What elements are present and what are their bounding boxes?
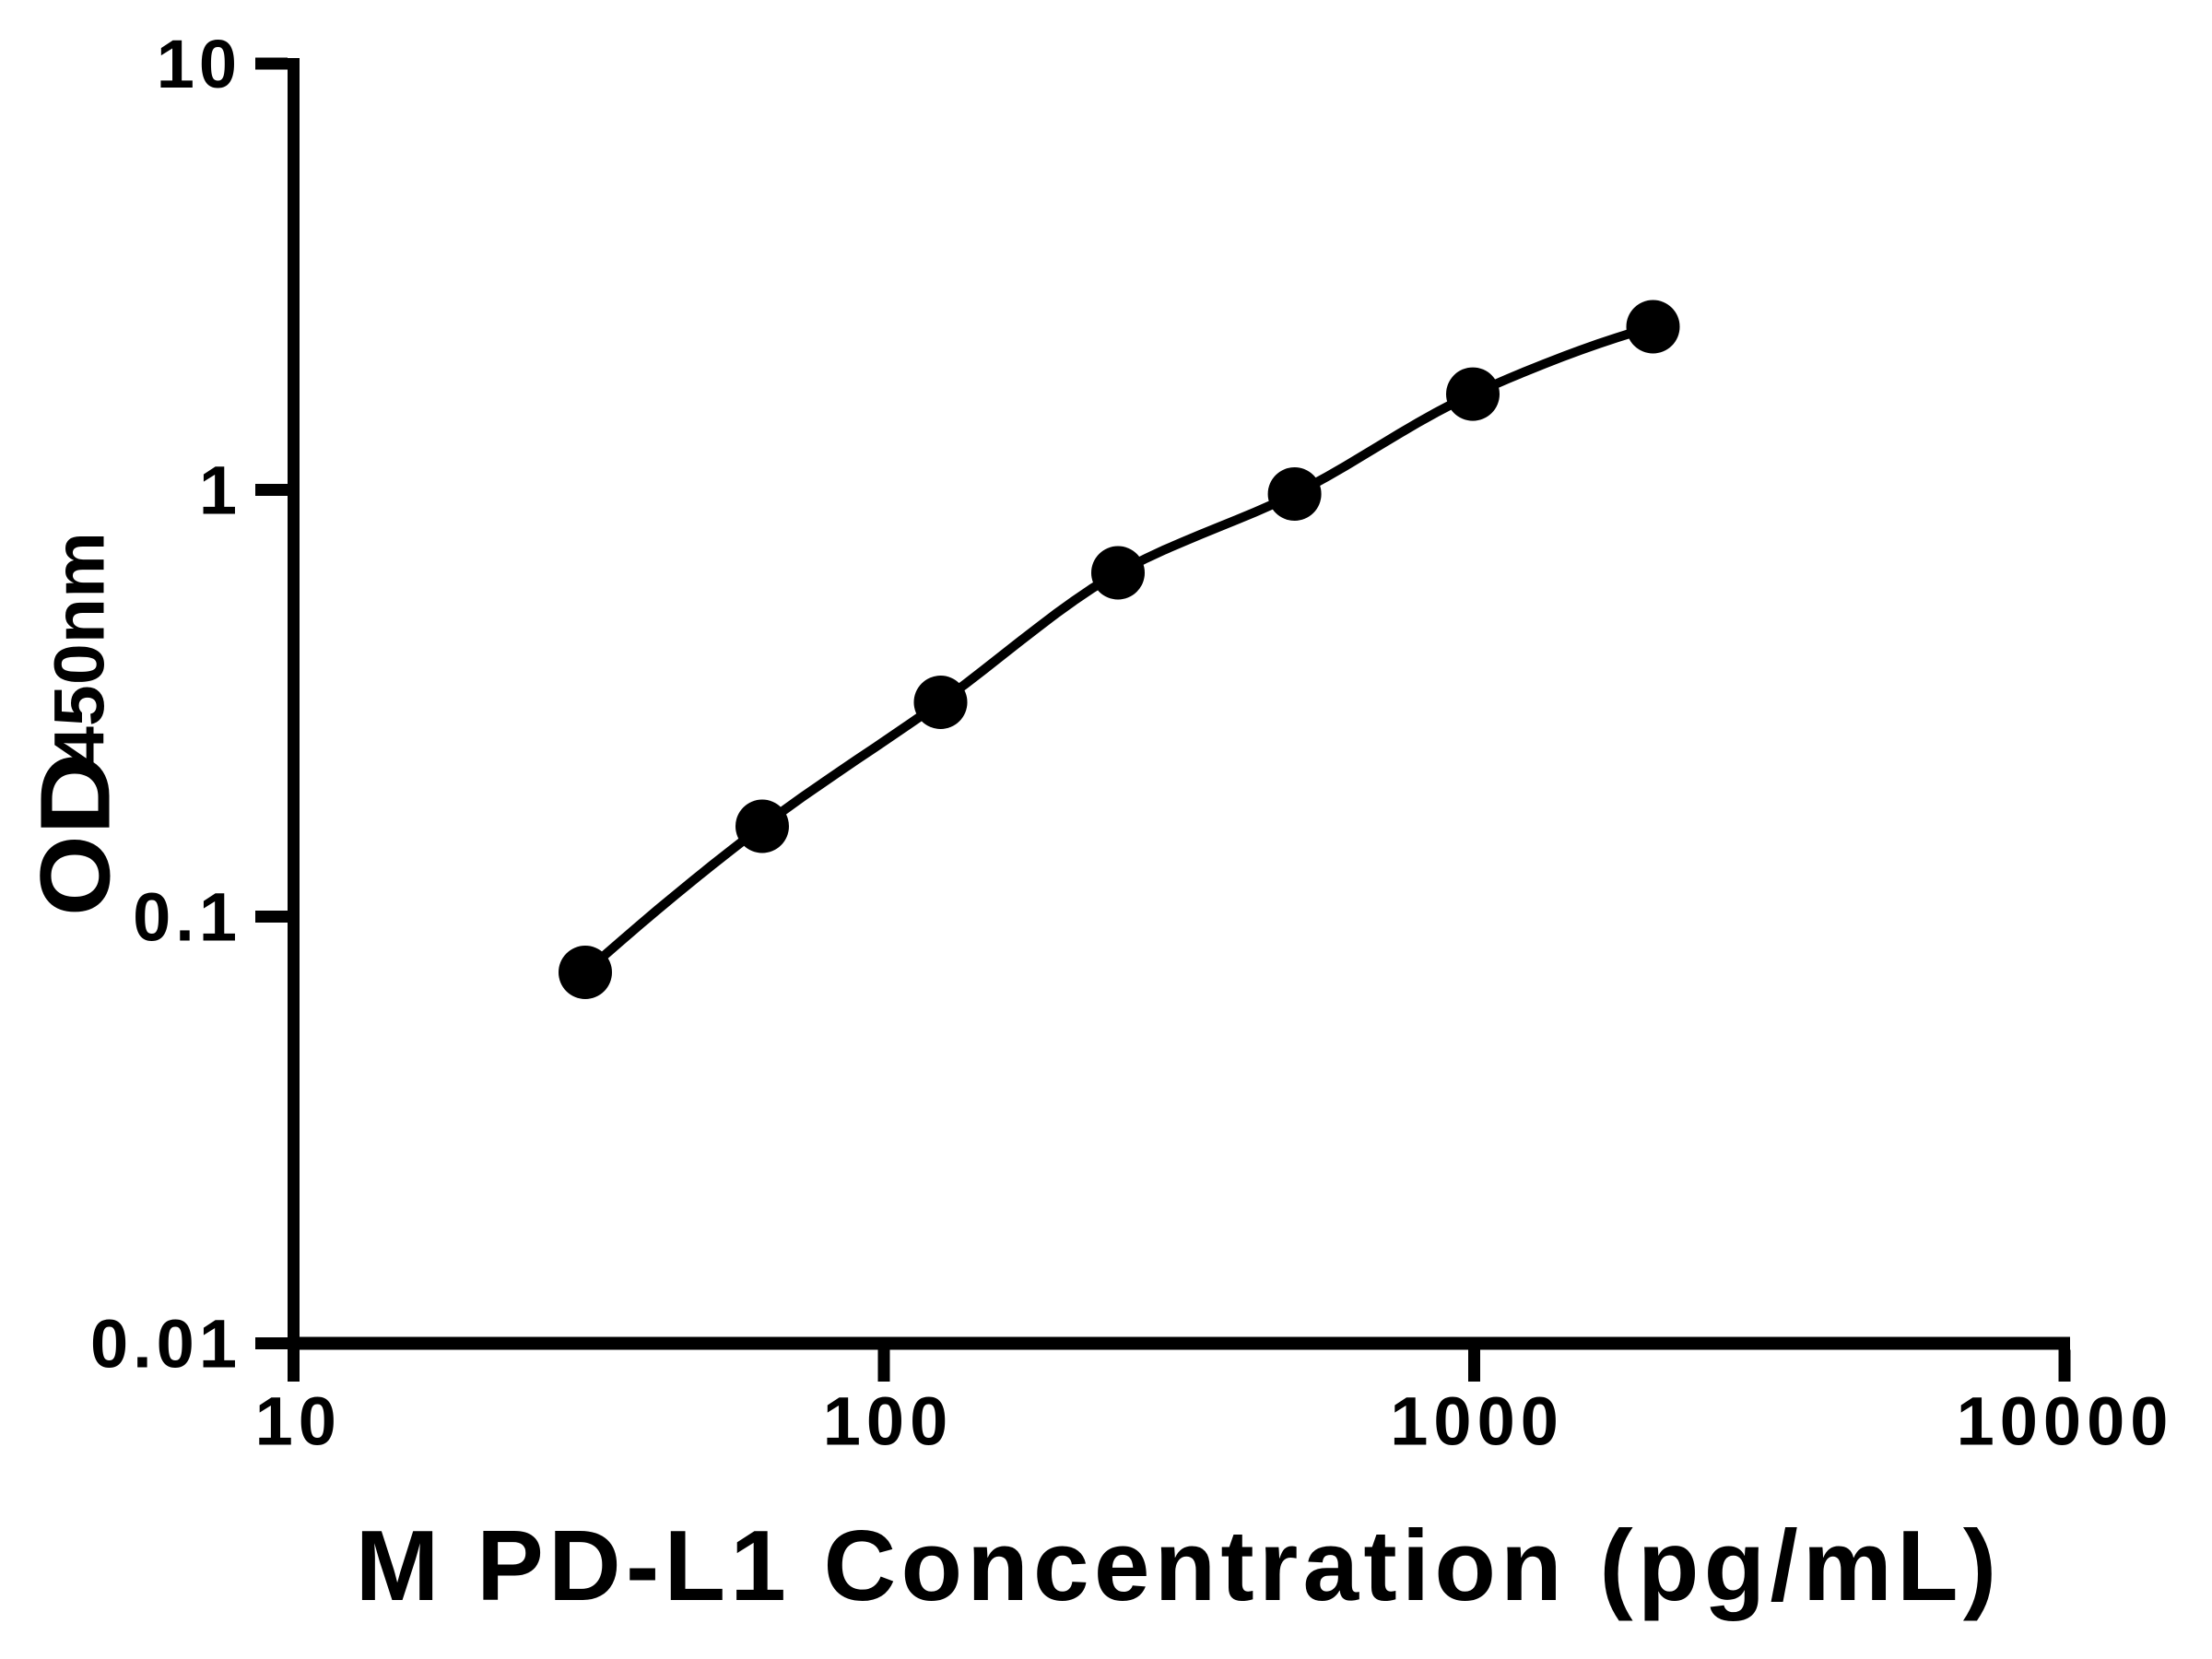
- svg-text:10: 10: [157, 26, 241, 102]
- svg-text:D: D: [19, 752, 131, 835]
- svg-text:0.1: 0.1: [133, 879, 241, 956]
- svg-text:M PD-L1 Concentration (pg/mL): M PD-L1 Concentration (pg/mL): [356, 1510, 2002, 1622]
- svg-text:O: O: [20, 835, 131, 916]
- svg-text:1: 1: [199, 453, 241, 529]
- svg-text:100: 100: [823, 1383, 953, 1460]
- svg-text:10000: 10000: [1957, 1383, 2174, 1460]
- svg-text:0.01: 0.01: [90, 1306, 241, 1382]
- svg-text:10: 10: [255, 1383, 342, 1460]
- svg-text:450nm: 450nm: [41, 532, 120, 768]
- svg-text:1000: 1000: [1390, 1383, 1564, 1460]
